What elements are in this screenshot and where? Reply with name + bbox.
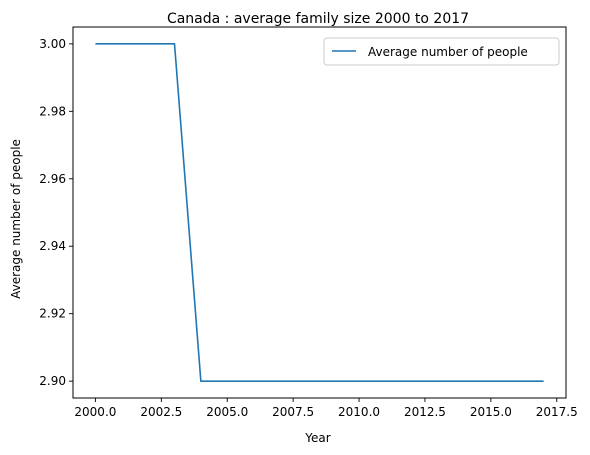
x-tick-label: 2017.5 <box>536 405 578 419</box>
x-axis-ticks: 2000.0 2002.5 2005.0 2007.5 2010.0 2012.5 2015… <box>74 398 578 419</box>
x-tick-label: 2000.0 <box>74 405 116 419</box>
y-tick-label: 2.90 <box>39 374 66 388</box>
series-line-0 <box>95 43 544 382</box>
chart-title: Canada : average family size 2000 to 201… <box>167 11 469 27</box>
y-axis-label: Average number of people <box>9 139 23 299</box>
x-tick-label: 2015.0 <box>470 405 512 419</box>
x-tick-label: 2007.5 <box>272 405 314 419</box>
legend-box <box>323 37 560 66</box>
plot-area <box>73 27 566 398</box>
y-tick-label: 2.94 <box>39 239 66 253</box>
y-tick-label: 2.92 <box>39 307 66 321</box>
x-tick-label: 2012.5 <box>404 405 446 419</box>
plot-frame <box>72 26 567 399</box>
y-axis-ticks: 2.90 2.92 2.94 2.96 2.98 3.00 <box>39 37 73 388</box>
legend: Average number of people <box>323 37 560 66</box>
y-tick-label: 2.96 <box>39 172 66 186</box>
y-tick-label: 2.98 <box>39 104 66 118</box>
series-layer <box>95 43 544 382</box>
y-tick-label: 3.00 <box>39 37 66 51</box>
x-tick-label: 2005.0 <box>206 405 248 419</box>
legend-label: Average number of people <box>368 45 528 59</box>
x-axis-label: Year <box>304 431 330 445</box>
x-tick-label: 2002.5 <box>140 405 182 419</box>
x-tick-label: 2010.0 <box>338 405 380 419</box>
